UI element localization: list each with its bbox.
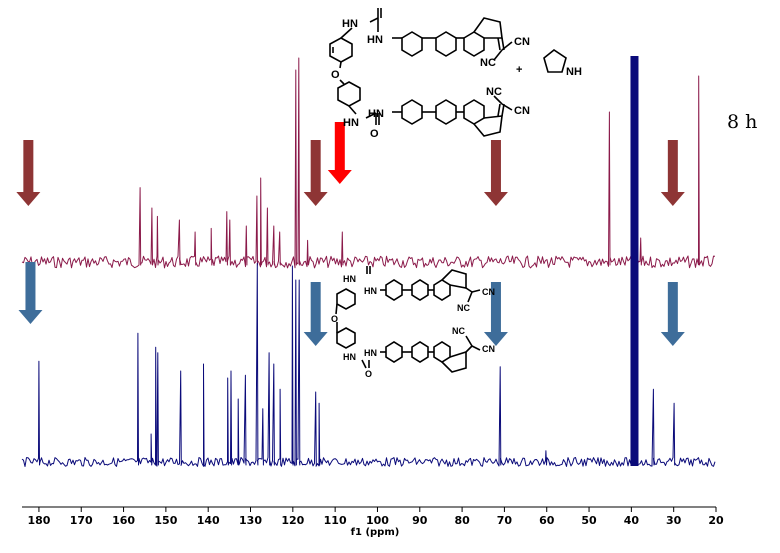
ether-ring-bottom	[337, 81, 361, 107]
reference-structure: O HN HN CN NC HN O HN CN NC	[331, 266, 495, 379]
spectrum-8h	[21, 57, 716, 269]
x-tick-label: 170	[70, 514, 93, 527]
x-ticks: 180 170 160 150 140 130 120 110 100 90 80 70 60 50 40 3…	[27, 507, 724, 527]
ref-ether-oxygen-label: O	[331, 314, 338, 324]
peak-arrow	[483, 140, 508, 206]
x-axis: 180 170 160 150 140 130 120 110 100 90 80 70 60 50 40 3…	[22, 506, 724, 538]
x-tick-label: 30	[666, 514, 682, 527]
phenyl-upper-2	[435, 31, 457, 57]
urea-o-lower: O	[370, 128, 379, 140]
solvent-peak	[630, 56, 639, 466]
ref-indane-lower-ring	[441, 350, 467, 373]
ref-urea-o-lower: O	[365, 369, 372, 379]
product-structure: O HN HN CN NC HN O HN	[329, 8, 582, 140]
indane-lower-aromatic	[463, 99, 485, 125]
indane-lower-ring	[473, 115, 503, 137]
peak-arrow	[660, 140, 685, 206]
arrows-group	[16, 122, 685, 346]
peak-arrow	[327, 122, 352, 184]
x-tick-label: 90	[412, 514, 428, 527]
x-tick-label: 100	[366, 514, 389, 527]
x-axis-title: f1 (ppm)	[351, 527, 400, 538]
x-tick-label: 130	[239, 514, 262, 527]
pyrrolidine-ring	[543, 49, 567, 73]
phenyl-lower-1	[401, 99, 423, 125]
time-annotation: 8 h	[727, 111, 757, 133]
ref-indane-upper-ring	[441, 269, 467, 289]
x-tick-label: 50	[581, 514, 597, 527]
indane-upper-aromatic	[463, 31, 485, 57]
urea-hn-upper-1: HN	[342, 18, 358, 30]
cn-label-lower-1: CN	[514, 105, 530, 117]
x-tick-label: 160	[112, 514, 135, 527]
x-tick-label: 40	[624, 514, 640, 527]
ref-ether-ring-top	[336, 288, 356, 310]
ref-urea-hn-lower: HN	[343, 352, 356, 362]
urea-nh-upper: HN	[367, 34, 383, 46]
peak-arrow	[303, 282, 328, 346]
ref-phenyl-lower-1	[385, 341, 403, 363]
ref-nc-label-upper: NC	[457, 303, 470, 313]
ref-urea-hn-upper: HN	[343, 274, 356, 284]
ref-ether-ring-bottom	[336, 327, 356, 349]
ref-phenyl-lower-2	[411, 341, 429, 363]
ref-nc-label-lower: NC	[452, 326, 465, 336]
ref-urea-nh-upper: HN	[364, 286, 377, 296]
peak-arrow	[660, 282, 685, 346]
spectrum-reference	[21, 69, 716, 467]
x-tick-label: 180	[27, 514, 50, 527]
ether-oxygen-label: O	[331, 69, 340, 81]
peak-arrow	[16, 140, 41, 206]
ref-cn-label-upper: CN	[482, 287, 495, 297]
phenyl-lower-2	[435, 99, 457, 125]
x-tick-label: 140	[197, 514, 220, 527]
indane-upper-ring	[473, 17, 503, 39]
x-tick-label: 150	[154, 514, 177, 527]
ref-indane-upper-aromatic	[433, 279, 451, 301]
x-tick-label: 20	[708, 514, 724, 527]
peak-arrow	[18, 262, 43, 324]
x-tick-label: 120	[281, 514, 304, 527]
ref-phenyl-upper-2	[411, 279, 429, 301]
ref-indane-lower-aromatic	[433, 341, 451, 363]
peak-arrow	[483, 282, 508, 346]
plus-sign: +	[516, 64, 522, 76]
ref-urea-nh-lower: HN	[364, 348, 377, 358]
nc-label-lower-1: NC	[486, 86, 502, 98]
ref-phenyl-upper-1	[385, 279, 403, 301]
spectra-group	[21, 56, 716, 467]
urea-nh-lower: HN	[368, 108, 384, 120]
ref-cn-label-lower: CN	[482, 344, 495, 354]
x-tick-label: 70	[497, 514, 513, 527]
pyrrolidine-nh-label: NH	[566, 66, 582, 78]
phenyl-upper-1	[401, 31, 423, 57]
x-tick-label: 60	[539, 514, 555, 527]
urea-hn-lower-1: HN	[343, 117, 359, 129]
x-tick-label: 110	[324, 514, 347, 527]
cn-label-upper-1: CN	[514, 36, 530, 48]
x-tick-label: 80	[454, 514, 470, 527]
peak-arrow	[303, 140, 328, 206]
nc-label-upper-1: NC	[480, 57, 496, 69]
